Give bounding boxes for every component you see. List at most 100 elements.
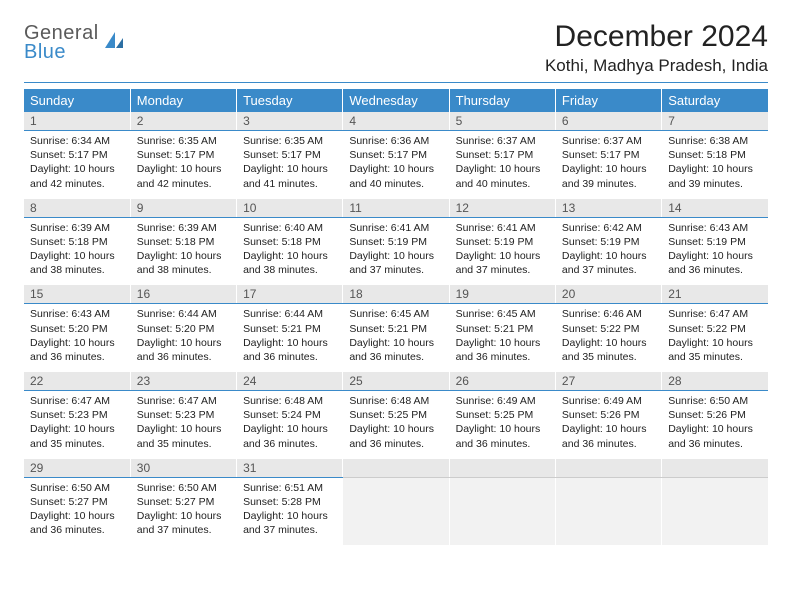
day-cell: Sunrise: 6:37 AMSunset: 5:17 PMDaylight:… bbox=[555, 131, 661, 199]
daylight-text: Daylight: 10 hours and 40 minutes. bbox=[456, 162, 549, 190]
brand-sail-icon bbox=[103, 30, 125, 57]
sunrise-text: Sunrise: 6:37 AM bbox=[562, 134, 655, 148]
day-number-cell bbox=[449, 459, 555, 478]
sunrise-text: Sunrise: 6:40 AM bbox=[243, 221, 336, 235]
day-number-cell: 14 bbox=[662, 199, 768, 218]
week-body-row: Sunrise: 6:34 AMSunset: 5:17 PMDaylight:… bbox=[24, 131, 768, 199]
sunrise-text: Sunrise: 6:37 AM bbox=[456, 134, 549, 148]
daylight-text: Daylight: 10 hours and 36 minutes. bbox=[30, 336, 124, 364]
sunset-text: Sunset: 5:18 PM bbox=[137, 235, 230, 249]
sunrise-text: Sunrise: 6:45 AM bbox=[456, 307, 549, 321]
day-number-cell: 16 bbox=[130, 285, 236, 304]
sunset-text: Sunset: 5:19 PM bbox=[562, 235, 655, 249]
sunset-text: Sunset: 5:18 PM bbox=[30, 235, 124, 249]
sunset-text: Sunset: 5:17 PM bbox=[30, 148, 124, 162]
day-cell: Sunrise: 6:48 AMSunset: 5:25 PMDaylight:… bbox=[343, 391, 449, 459]
daylight-text: Daylight: 10 hours and 37 minutes. bbox=[456, 249, 549, 277]
daylight-text: Daylight: 10 hours and 36 minutes. bbox=[349, 422, 442, 450]
day-number-cell: 12 bbox=[449, 199, 555, 218]
sunrise-text: Sunrise: 6:50 AM bbox=[137, 481, 230, 495]
sunset-text: Sunset: 5:21 PM bbox=[349, 322, 442, 336]
sunset-text: Sunset: 5:21 PM bbox=[243, 322, 336, 336]
sunset-text: Sunset: 5:23 PM bbox=[137, 408, 230, 422]
sunrise-text: Sunrise: 6:45 AM bbox=[349, 307, 442, 321]
month-title: December 2024 bbox=[545, 20, 768, 54]
sunrise-text: Sunrise: 6:51 AM bbox=[243, 481, 336, 495]
day-cell: Sunrise: 6:48 AMSunset: 5:24 PMDaylight:… bbox=[237, 391, 343, 459]
sunrise-text: Sunrise: 6:50 AM bbox=[30, 481, 124, 495]
sunset-text: Sunset: 5:27 PM bbox=[30, 495, 124, 509]
daylight-text: Daylight: 10 hours and 36 minutes. bbox=[243, 336, 336, 364]
sunset-text: Sunset: 5:22 PM bbox=[668, 322, 762, 336]
day-number-cell: 20 bbox=[555, 285, 661, 304]
day-number-cell bbox=[662, 459, 768, 478]
calendar-table: SundayMondayTuesdayWednesdayThursdayFrid… bbox=[24, 89, 768, 545]
daylight-text: Daylight: 10 hours and 35 minutes. bbox=[30, 422, 124, 450]
day-cell: Sunrise: 6:50 AMSunset: 5:27 PMDaylight:… bbox=[24, 477, 130, 545]
day-header: Monday bbox=[130, 89, 236, 112]
day-number-cell: 22 bbox=[24, 372, 130, 391]
sunset-text: Sunset: 5:22 PM bbox=[562, 322, 655, 336]
daylight-text: Daylight: 10 hours and 35 minutes. bbox=[562, 336, 655, 364]
day-cell bbox=[343, 477, 449, 545]
sunset-text: Sunset: 5:19 PM bbox=[668, 235, 762, 249]
daylight-text: Daylight: 10 hours and 36 minutes. bbox=[456, 336, 549, 364]
day-cell: Sunrise: 6:37 AMSunset: 5:17 PMDaylight:… bbox=[449, 131, 555, 199]
daylight-text: Daylight: 10 hours and 37 minutes. bbox=[137, 509, 230, 537]
day-number-cell: 7 bbox=[662, 112, 768, 131]
day-cell: Sunrise: 6:35 AMSunset: 5:17 PMDaylight:… bbox=[237, 131, 343, 199]
day-number-cell: 23 bbox=[130, 372, 236, 391]
sunset-text: Sunset: 5:19 PM bbox=[456, 235, 549, 249]
sunrise-text: Sunrise: 6:43 AM bbox=[30, 307, 124, 321]
sunset-text: Sunset: 5:17 PM bbox=[562, 148, 655, 162]
sunrise-text: Sunrise: 6:35 AM bbox=[243, 134, 336, 148]
day-cell: Sunrise: 6:35 AMSunset: 5:17 PMDaylight:… bbox=[130, 131, 236, 199]
day-cell: Sunrise: 6:36 AMSunset: 5:17 PMDaylight:… bbox=[343, 131, 449, 199]
day-cell: Sunrise: 6:42 AMSunset: 5:19 PMDaylight:… bbox=[555, 217, 661, 285]
day-cell: Sunrise: 6:41 AMSunset: 5:19 PMDaylight:… bbox=[343, 217, 449, 285]
daylight-text: Daylight: 10 hours and 36 minutes. bbox=[137, 336, 230, 364]
daylight-text: Daylight: 10 hours and 37 minutes. bbox=[562, 249, 655, 277]
day-number-cell: 3 bbox=[237, 112, 343, 131]
day-number-cell: 6 bbox=[555, 112, 661, 131]
sunset-text: Sunset: 5:26 PM bbox=[562, 408, 655, 422]
sunrise-text: Sunrise: 6:44 AM bbox=[137, 307, 230, 321]
daylight-text: Daylight: 10 hours and 36 minutes. bbox=[30, 509, 124, 537]
day-number-cell: 24 bbox=[237, 372, 343, 391]
day-header: Sunday bbox=[24, 89, 130, 112]
sunset-text: Sunset: 5:20 PM bbox=[30, 322, 124, 336]
daylight-text: Daylight: 10 hours and 35 minutes. bbox=[137, 422, 230, 450]
day-number-cell: 4 bbox=[343, 112, 449, 131]
sunset-text: Sunset: 5:27 PM bbox=[137, 495, 230, 509]
sunrise-text: Sunrise: 6:41 AM bbox=[456, 221, 549, 235]
day-header: Tuesday bbox=[237, 89, 343, 112]
sunrise-text: Sunrise: 6:47 AM bbox=[137, 394, 230, 408]
day-number-cell: 10 bbox=[237, 199, 343, 218]
sunset-text: Sunset: 5:24 PM bbox=[243, 408, 336, 422]
day-cell bbox=[555, 477, 661, 545]
sunset-text: Sunset: 5:17 PM bbox=[243, 148, 336, 162]
day-header: Thursday bbox=[449, 89, 555, 112]
day-cell: Sunrise: 6:49 AMSunset: 5:26 PMDaylight:… bbox=[555, 391, 661, 459]
brand-logo: General Blue bbox=[24, 24, 125, 62]
day-cell: Sunrise: 6:39 AMSunset: 5:18 PMDaylight:… bbox=[130, 217, 236, 285]
day-header: Saturday bbox=[662, 89, 768, 112]
day-cell: Sunrise: 6:47 AMSunset: 5:23 PMDaylight:… bbox=[130, 391, 236, 459]
daylight-text: Daylight: 10 hours and 40 minutes. bbox=[349, 162, 442, 190]
day-number-cell: 11 bbox=[343, 199, 449, 218]
day-cell: Sunrise: 6:51 AMSunset: 5:28 PMDaylight:… bbox=[237, 477, 343, 545]
day-number-cell: 26 bbox=[449, 372, 555, 391]
week-body-row: Sunrise: 6:50 AMSunset: 5:27 PMDaylight:… bbox=[24, 477, 768, 545]
day-cell: Sunrise: 6:40 AMSunset: 5:18 PMDaylight:… bbox=[237, 217, 343, 285]
day-cell: Sunrise: 6:43 AMSunset: 5:20 PMDaylight:… bbox=[24, 304, 130, 372]
day-cell: Sunrise: 6:43 AMSunset: 5:19 PMDaylight:… bbox=[662, 217, 768, 285]
daylight-text: Daylight: 10 hours and 36 minutes. bbox=[456, 422, 549, 450]
sunrise-text: Sunrise: 6:49 AM bbox=[456, 394, 549, 408]
sunset-text: Sunset: 5:28 PM bbox=[243, 495, 336, 509]
daylight-text: Daylight: 10 hours and 36 minutes. bbox=[243, 422, 336, 450]
day-number-cell: 27 bbox=[555, 372, 661, 391]
header: General Blue December 2024 Kothi, Madhya… bbox=[24, 20, 768, 76]
day-cell: Sunrise: 6:38 AMSunset: 5:18 PMDaylight:… bbox=[662, 131, 768, 199]
sunset-text: Sunset: 5:26 PM bbox=[668, 408, 762, 422]
daylight-text: Daylight: 10 hours and 38 minutes. bbox=[137, 249, 230, 277]
